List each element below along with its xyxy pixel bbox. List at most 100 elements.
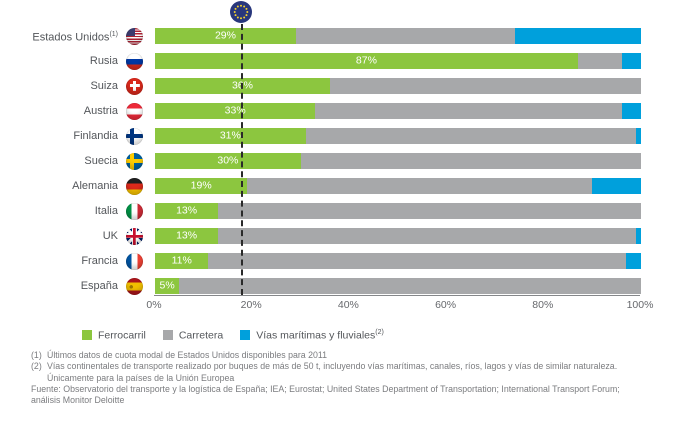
country-label: Rusia — [89, 55, 118, 67]
carretera-segment — [247, 178, 593, 194]
bar-value-label: 5% — [159, 279, 175, 292]
legend-item-ferrocarril: Ferrocarril — [82, 329, 146, 342]
germany-flag-icon — [126, 177, 143, 195]
vias-maritimas-segment — [514, 28, 641, 44]
x-axis-labels: 0% 20% 40% 60% 80% 100% — [146, 299, 653, 313]
vias-maritimas-segment — [621, 103, 641, 119]
ferrocarril-segment: 87% — [155, 53, 578, 69]
x-tick-label: 20% — [240, 299, 262, 311]
ferrocarril-segment: 13% — [155, 203, 219, 219]
carretera-segment — [577, 53, 622, 69]
country-label: Suecia — [84, 155, 118, 167]
country-label: Italia — [94, 205, 118, 217]
ferrocarril-segment: 5% — [155, 278, 180, 294]
ferrocarril-swatch-icon — [82, 330, 92, 341]
bar-track: 13% — [155, 203, 641, 219]
bar-value-label: 33% — [224, 104, 246, 117]
carretera-segment — [295, 28, 515, 44]
footnotes: (1) Últimos datos de cuota modal de Esta… — [31, 350, 686, 406]
bar-track: 33% — [155, 103, 641, 119]
carretera-segment — [218, 203, 641, 219]
x-tick-label: 60% — [435, 299, 457, 311]
footnote-1: (1) Últimos datos de cuota modal de Esta… — [31, 350, 686, 361]
legend: Ferrocarril Carretera Vías marítimas y f… — [82, 329, 384, 342]
chart-row: UK 13% — [0, 227, 700, 245]
vias-maritimas-swatch-icon — [240, 330, 251, 341]
carretera-segment — [179, 278, 641, 294]
ferrocarril-segment: 36% — [155, 78, 330, 94]
chart-row: Italia 13% — [0, 202, 700, 220]
ferrocarril-segment: 33% — [155, 103, 316, 119]
bar-value-label: 13% — [176, 204, 198, 217]
spain-flag-icon — [126, 277, 143, 295]
x-tick-label: 0% — [146, 299, 162, 311]
country-label: Alemania — [72, 180, 118, 192]
chart-row: Finlandia 31% — [0, 127, 700, 145]
vias-maritimas-segment — [636, 228, 641, 244]
france-flag-icon — [126, 252, 143, 270]
x-tick-label: 40% — [337, 299, 359, 311]
italy-flag-icon — [126, 202, 143, 220]
switzerland-flag-icon — [126, 77, 143, 95]
ferrocarril-segment: 29% — [155, 28, 296, 44]
bar-track: 13% — [155, 228, 641, 244]
vias-maritimas-segment — [621, 53, 641, 69]
footnote-2: (2) Vías continentales de transporte rea… — [31, 361, 686, 384]
ferrocarril-segment: 19% — [155, 178, 248, 194]
uk-flag-icon — [126, 227, 143, 245]
bar-track: 11% — [155, 253, 641, 269]
bar-value-label: 13% — [176, 229, 198, 242]
legend-label: Carretera — [178, 329, 224, 342]
vias-maritimas-segment — [626, 253, 641, 269]
bar-value-label: 29% — [214, 29, 236, 42]
footnote-text: Últimos datos de cuota modal de Estados … — [47, 350, 328, 360]
finland-flag-icon — [126, 127, 143, 145]
sweden-flag-icon — [126, 152, 143, 170]
chart-row: Suiza 36% — [0, 77, 700, 95]
bar-value-label: 11% — [171, 254, 192, 267]
legend-item-carretera: Carretera — [162, 329, 224, 342]
chart-row: Rusia 87% — [0, 52, 700, 70]
bar-value-label: 30% — [217, 154, 239, 167]
ferrocarril-segment: 31% — [155, 128, 306, 144]
carretera-segment — [329, 78, 641, 94]
ferrocarril-segment: 30% — [155, 153, 301, 169]
carretera-swatch-icon — [162, 330, 173, 341]
footnote-number: (1) — [31, 350, 42, 360]
country-label: UK — [102, 230, 118, 242]
bar-track: 87% — [155, 53, 641, 69]
carretera-segment — [208, 253, 627, 269]
x-tick-label: 80% — [532, 299, 554, 311]
chart-row: Francia 11% — [0, 252, 700, 270]
carretera-segment — [300, 153, 641, 169]
country-label: Finlandia — [73, 130, 118, 142]
vias-maritimas-segment — [592, 178, 641, 194]
ferrocarril-segment: 11% — [155, 253, 209, 269]
bar-track: 31% — [155, 128, 641, 144]
bar-value-label: 36% — [231, 79, 253, 92]
bar-track: 36% — [155, 78, 641, 94]
footnote-number: (2) — [31, 361, 42, 372]
bar-track: 19% — [155, 178, 641, 194]
carretera-segment — [218, 228, 637, 244]
legend-label: Vías marítimas y fluviales(2) — [256, 329, 384, 342]
country-label: Estados Unidos(1) — [32, 30, 118, 44]
source-text: Fuente: Observatorio del transporte y la… — [31, 383, 620, 406]
bar-track: 5% — [155, 278, 641, 294]
x-axis-line — [154, 295, 640, 296]
carretera-segment — [305, 128, 637, 144]
vias-maritimas-segment — [636, 128, 641, 144]
x-tick-label: 100% — [626, 299, 654, 311]
country-label: Francia — [81, 255, 118, 267]
ferrocarril-segment: 13% — [155, 228, 219, 244]
bar-value-label: 87% — [355, 54, 377, 67]
bar-value-label: 31% — [219, 129, 241, 142]
carretera-segment — [315, 103, 622, 119]
chart-row: España 5% — [0, 277, 700, 295]
country-label: Austria — [83, 105, 118, 117]
country-label: España — [80, 280, 118, 292]
bar-track: 29% — [155, 28, 641, 44]
eu-flag-icon — [230, 1, 253, 23]
bar-value-label: 19% — [190, 179, 212, 192]
